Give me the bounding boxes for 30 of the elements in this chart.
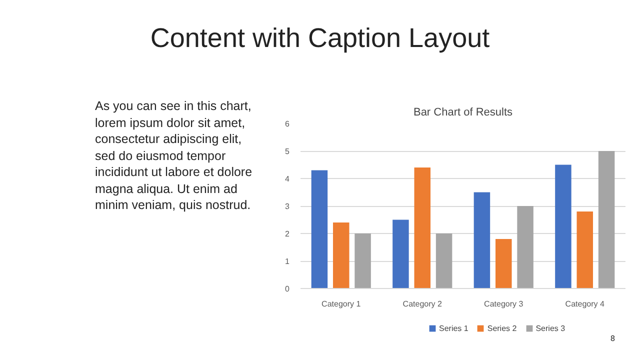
y-tick-label: 2	[285, 230, 290, 238]
bar	[354, 234, 371, 288]
y-tick-label: 6	[285, 120, 290, 128]
chart-title: Bar Chart of Results	[413, 106, 514, 118]
bar	[333, 222, 350, 288]
y-tick-label: 4	[285, 174, 290, 184]
text: Content with Caption Layout	[150, 22, 490, 55]
x-tick-label: Category 4	[565, 300, 605, 308]
bar	[576, 212, 593, 288]
x-tick-label: Category 2	[402, 300, 442, 308]
y-tick-label: 0	[285, 284, 290, 294]
text: 8	[610, 333, 615, 344]
x-tick-label: Category 1	[322, 300, 362, 308]
text: As you can see in this chart, lorem ipsum dolor sit amet, consectetur adipiscing elit, sed do eiusmod tempor incididunt ut labore et dolore magna aliqua. Ut enim ad minim veniam, quis nostrud.	[95, 98, 252, 214]
y-tick-label: 1	[285, 257, 290, 266]
bar	[517, 206, 534, 288]
bar	[414, 168, 430, 288]
bar	[311, 170, 328, 288]
bar	[474, 192, 490, 288]
y-tick-label: 3	[285, 202, 290, 211]
bar	[392, 220, 409, 288]
bar	[496, 239, 512, 288]
legend-label: Series 1	[439, 323, 468, 333]
bar	[598, 151, 615, 288]
bar	[555, 164, 572, 288]
bar	[436, 234, 452, 288]
legend-label: Series 2	[487, 323, 517, 333]
x-tick-label: Category 3	[484, 300, 524, 308]
legend-label: Series 3	[536, 323, 566, 333]
y-tick-label: 5	[285, 147, 290, 156]
